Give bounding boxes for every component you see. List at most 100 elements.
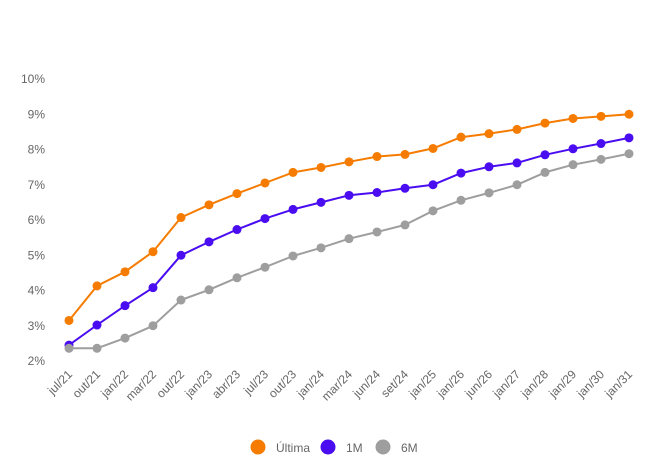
data-point [400, 149, 410, 159]
data-point [92, 343, 102, 353]
data-point [512, 124, 522, 134]
y-tick-label: 8% [28, 143, 46, 157]
data-point [344, 157, 354, 167]
data-point [428, 180, 438, 190]
data-point [484, 162, 494, 172]
x-tick-label: jul/21 [44, 367, 75, 398]
data-point [344, 190, 354, 200]
data-point [400, 220, 410, 230]
x-tick-label: jun/26 [461, 367, 495, 401]
data-point [456, 168, 466, 178]
x-tick-label: jan/30 [573, 367, 607, 401]
data-point [624, 133, 634, 143]
data-point [456, 195, 466, 205]
data-point [596, 111, 606, 121]
x-axis: jul/21out/21jan/22mar/22out/22jan/23abr/… [44, 367, 635, 404]
data-point [148, 247, 158, 257]
data-point [316, 162, 326, 172]
data-point [596, 139, 606, 149]
data-point [288, 204, 298, 214]
data-point [372, 152, 382, 162]
data-point [540, 150, 550, 160]
x-tick-label: jan/26 [433, 367, 467, 401]
data-point [568, 113, 578, 123]
x-tick-label: abr/23 [209, 367, 243, 401]
data-point [288, 167, 298, 177]
legend-label: Última [276, 440, 310, 455]
series-3 [64, 149, 634, 353]
data-point [624, 149, 634, 159]
y-tick-label: 4% [28, 284, 46, 298]
data-point [484, 129, 494, 139]
y-tick-label: 10% [21, 72, 45, 86]
data-point [64, 343, 74, 353]
data-point [428, 206, 438, 216]
data-point [456, 132, 466, 142]
x-tick-label: jan/27 [489, 367, 523, 401]
legend-label: 1M [346, 441, 363, 455]
data-point [316, 243, 326, 253]
data-point [120, 301, 130, 311]
data-point [596, 154, 606, 164]
data-point [568, 144, 578, 154]
data-point [540, 118, 550, 128]
data-point [232, 225, 242, 235]
data-point [400, 183, 410, 193]
data-point [260, 178, 270, 188]
data-point [484, 188, 494, 198]
data-point [372, 188, 382, 198]
data-point [512, 158, 522, 168]
data-point [624, 109, 634, 119]
data-point [176, 295, 186, 305]
data-point [512, 180, 522, 190]
data-point [260, 262, 270, 272]
data-point [372, 227, 382, 237]
y-axis: 2% 3% 4% 5% 6% 7% 8% 9% 10% [21, 72, 45, 368]
data-point [120, 267, 130, 277]
data-point [148, 321, 158, 331]
x-tick-label: jan/23 [181, 367, 215, 401]
data-point [344, 234, 354, 244]
data-point [120, 333, 130, 343]
x-tick-label: out/21 [70, 367, 104, 401]
x-tick-label: jan/25 [405, 367, 439, 401]
data-point [232, 189, 242, 199]
data-point [64, 315, 74, 325]
x-tick-label: mar/22 [123, 367, 160, 404]
y-tick-label: 3% [28, 319, 46, 333]
x-tick-label: jan/28 [517, 367, 551, 401]
legend-item[interactable]: 1M [320, 439, 363, 456]
data-point [568, 160, 578, 170]
legend-marker [250, 439, 266, 455]
x-tick-label: mar/24 [319, 367, 356, 404]
x-tick-label: jun/24 [349, 367, 383, 401]
data-point [148, 283, 158, 293]
legend-item[interactable]: 6M [375, 439, 418, 456]
data-point [428, 143, 438, 153]
x-tick-label: out/23 [266, 367, 300, 401]
y-tick-label: 6% [28, 213, 46, 227]
data-point [232, 273, 242, 283]
series-layer [64, 109, 634, 353]
data-point [316, 197, 326, 207]
data-point [176, 213, 186, 223]
legend: Última 1M 6M [250, 439, 418, 456]
y-tick-label: 2% [28, 354, 46, 368]
x-tick-label: jan/31 [601, 367, 635, 401]
x-tick-label: jul/23 [240, 367, 271, 398]
data-point [176, 250, 186, 260]
legend-marker [320, 439, 336, 455]
legend-item[interactable]: Última [250, 439, 311, 456]
data-point [288, 251, 298, 261]
data-point [260, 214, 270, 224]
data-point [204, 285, 214, 295]
x-tick-label: out/22 [154, 367, 188, 401]
y-tick-label: 7% [28, 178, 46, 192]
data-point [204, 200, 214, 210]
legend-marker [375, 439, 391, 455]
data-point [92, 281, 102, 291]
x-tick-label: jan/29 [545, 367, 579, 401]
data-point [92, 320, 102, 330]
data-point [204, 237, 214, 247]
